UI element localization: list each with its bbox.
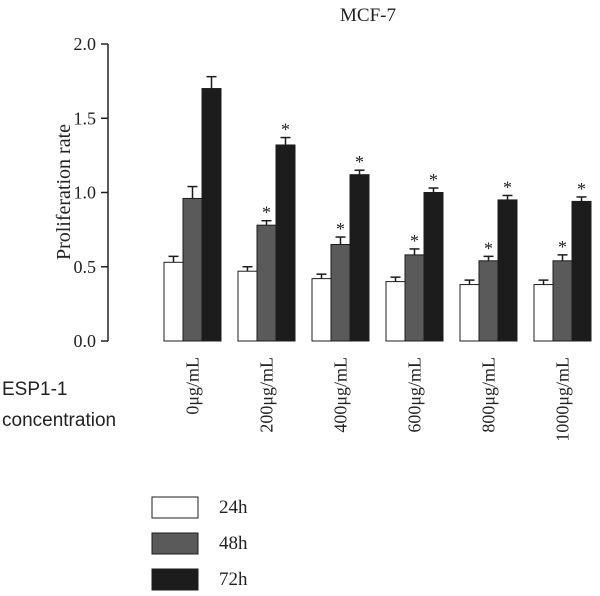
bar-48h-3 [404, 254, 425, 342]
legend-label-24h: 24h [219, 497, 248, 518]
x-axis-label-line1: ESP1-1 [2, 379, 68, 400]
significance-marker: * [484, 238, 493, 258]
significance-marker: * [429, 170, 438, 190]
bar-72h-0 [201, 88, 222, 342]
legend-label-72h: 72h [219, 569, 248, 590]
x-tick-labels: 0μg/mL 200μg/mL 400μg/mL 600μg/mL 800μg/mL 10… [183, 357, 573, 442]
y-tick-label: 1.0 [74, 183, 97, 203]
significance-marker: * [262, 203, 271, 223]
x-tick-label: 1000μg/mL [553, 357, 573, 442]
significance-marker: * [410, 231, 419, 251]
legend-swatch-48h [151, 532, 199, 555]
x-tick-label: 600μg/mL [405, 357, 425, 433]
y-axis: 0.0 0.5 1.0 1.5 2.0 [74, 34, 109, 351]
legend-swatch-72h [151, 568, 199, 591]
bar-24h-2 [311, 278, 332, 342]
legend-label-48h: 48h [219, 533, 248, 554]
bars-group: * * * * * * * * * * [163, 75, 592, 342]
x-tick-label: 400μg/mL [331, 357, 351, 433]
bar-72h-2 [349, 174, 370, 342]
bar-48h-5 [552, 260, 573, 342]
legend: 24h 48h 72h [151, 496, 248, 591]
bar-48h-2 [330, 243, 351, 342]
bar-48h-4 [478, 260, 499, 342]
x-axis-label-line2: concentration [2, 410, 117, 431]
bar-24h-4 [459, 284, 480, 342]
significance-marker: * [577, 179, 586, 199]
chart-title: MCF-7 [340, 5, 396, 26]
bar-72h-1 [275, 144, 296, 342]
bar-24h-5 [533, 284, 554, 342]
y-tick-label: 2.0 [74, 34, 97, 54]
bar-72h-3 [423, 192, 444, 342]
bar-48h-1 [256, 224, 277, 342]
x-tick-label: 200μg/mL [257, 357, 277, 433]
y-axis-label: Proliferation rate [53, 124, 75, 260]
y-tick-label: 1.5 [74, 108, 97, 128]
significance-marker: * [503, 177, 512, 197]
bar-24h-3 [385, 281, 406, 342]
bar-48h-0 [182, 197, 203, 342]
bar-72h-5 [571, 200, 592, 342]
legend-swatch-24h [151, 496, 199, 519]
bar-72h-4 [497, 199, 518, 342]
y-tick-label: 0.0 [74, 331, 97, 351]
y-tick-label: 0.5 [74, 257, 97, 277]
significance-marker: * [336, 219, 345, 239]
significance-marker: * [558, 237, 567, 257]
significance-marker: * [355, 152, 364, 172]
x-tick-label: 0μg/mL [183, 357, 203, 415]
x-tick-label: 800μg/mL [479, 357, 499, 433]
bar-24h-1 [237, 270, 258, 342]
significance-marker: * [281, 120, 290, 140]
bar-24h-0 [163, 261, 184, 342]
